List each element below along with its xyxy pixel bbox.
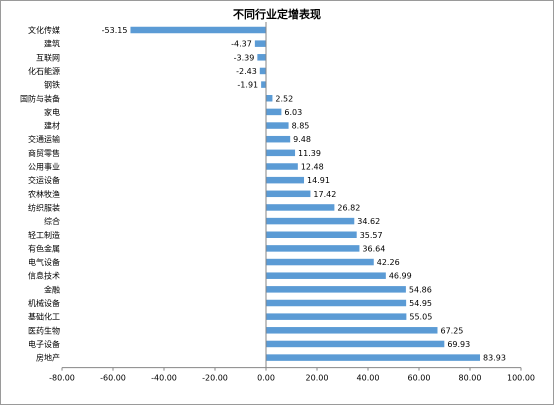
category-label: 信息技术 [28,271,60,281]
bar [261,81,266,88]
value-label: 67.25 [440,326,463,335]
x-tick-label: 40.00 [357,374,380,383]
bar [266,204,335,211]
value-label: 83.93 [483,354,506,363]
category-label: 轻工制造 [28,230,60,240]
bar [266,176,305,184]
bar [259,67,266,75]
x-tick-label: 20.00 [306,374,329,383]
labels-layer: 文化传媒 -53.15 建筑 -4.37 互联网 -3.39 化石能源 -2.43 钢铁 -1.9… [20,25,506,363]
bar [266,108,282,116]
value-label: 34.62 [357,217,380,226]
bar [266,313,407,320]
value-label: 54.95 [409,299,432,308]
bars-layer [130,26,481,361]
bar [130,26,266,34]
x-tick-label: 100.00 [507,374,535,383]
category-label: 有色金属 [28,243,60,253]
value-label: 17.42 [313,190,336,199]
category-label: 机械设备 [28,298,60,308]
value-label: -4.37 [231,40,252,49]
bar [266,354,481,361]
bar [266,258,374,266]
category-label: 商贸零售 [28,148,60,158]
value-label: 42.26 [377,258,400,267]
value-label: 36.64 [362,244,385,253]
x-tick-label: 0.00 [257,374,275,383]
value-label: 9.48 [293,135,311,144]
bar [266,95,273,102]
bar [266,245,360,252]
category-label: 建材 [44,121,60,131]
bar [266,190,311,198]
bar [266,231,357,238]
category-label: 公用事业 [28,162,60,172]
bar [257,54,266,61]
category-label: 综合 [44,216,60,226]
value-label: 12.48 [301,163,324,172]
bar [266,135,291,143]
x-tick-label: -20.00 [202,374,228,383]
bar [266,122,289,129]
value-label: -3.39 [234,53,255,62]
x-tick-label: -80.00 [49,374,75,383]
value-label: 54.86 [409,285,432,294]
bar [266,340,445,348]
value-label: 8.85 [292,122,310,131]
value-label: 2.52 [275,94,293,103]
bar [266,149,296,157]
bar [254,40,266,47]
bar [266,327,438,334]
category-label: 建筑 [44,39,60,49]
category-label: 医药生物 [28,325,60,335]
value-label: -1.91 [237,81,258,90]
value-label: 55.05 [409,313,432,322]
x-tick-label: 80.00 [459,374,482,383]
category-label: 互联网 [36,53,60,62]
value-label: 6.03 [284,108,302,117]
category-label: 农林牧渔 [28,189,60,199]
category-label: 钢铁 [44,80,60,90]
category-label: 国防与装备 [20,93,60,103]
value-label: 46.99 [389,272,412,281]
value-label: 35.57 [360,231,383,240]
category-label: 电气设备 [28,257,60,267]
value-label: -53.15 [102,26,128,35]
bar [266,286,406,293]
category-label: 纺织服装 [28,202,60,212]
x-tick-label: 60.00 [408,374,431,383]
category-label: 基础化工 [28,312,60,322]
category-label: 文化传媒 [28,25,60,35]
category-label: 电子设备 [28,339,60,349]
value-label: 11.39 [298,149,321,158]
chart-title: 不同行业定增表现 [233,8,321,21]
x-axis: -80.00 -60.00 -40.00 -20.00 0.00 20.00 40.00 60… [49,22,535,383]
category-label: 房地产 [36,353,60,363]
value-label: 14.91 [307,176,330,185]
value-label: 69.93 [447,340,470,349]
value-label: 26.82 [337,203,360,212]
bar [266,217,355,225]
category-label: 交运设备 [28,175,60,185]
x-tick-label: -40.00 [151,374,177,383]
x-tick-label: -60.00 [100,374,126,383]
category-label: 化石能源 [28,66,60,76]
bar [266,272,386,279]
bar [266,163,298,170]
bar [266,299,407,307]
category-label: 金融 [44,284,60,294]
category-label: 家电 [44,107,60,117]
value-label: -2.43 [236,67,257,76]
category-label: 交通运输 [28,134,60,144]
